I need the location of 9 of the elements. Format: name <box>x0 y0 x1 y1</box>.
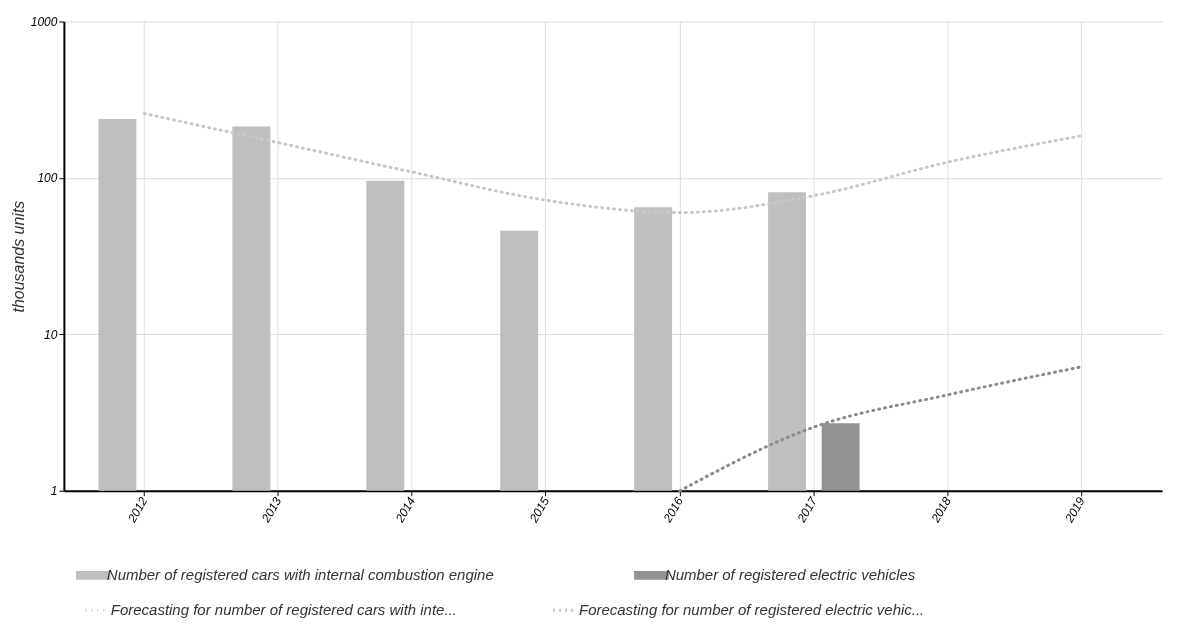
legend-label: Number of registered electric vehicles <box>664 566 916 584</box>
y-tick-label: 10 <box>44 327 58 342</box>
legend-label: Forecasting for number of registered electric vehic... <box>579 601 925 619</box>
legend-label: Forecasting for number of registered cars with inte... <box>110 601 457 619</box>
y-tick-label: 1 <box>50 484 58 499</box>
y-tick-label: 1000 <box>30 14 58 29</box>
y-tick-label: 100 <box>37 171 58 186</box>
y-axis-title: thousands units <box>9 200 27 313</box>
legend-label: Number of registered cars with internal combustion engine <box>106 566 494 584</box>
